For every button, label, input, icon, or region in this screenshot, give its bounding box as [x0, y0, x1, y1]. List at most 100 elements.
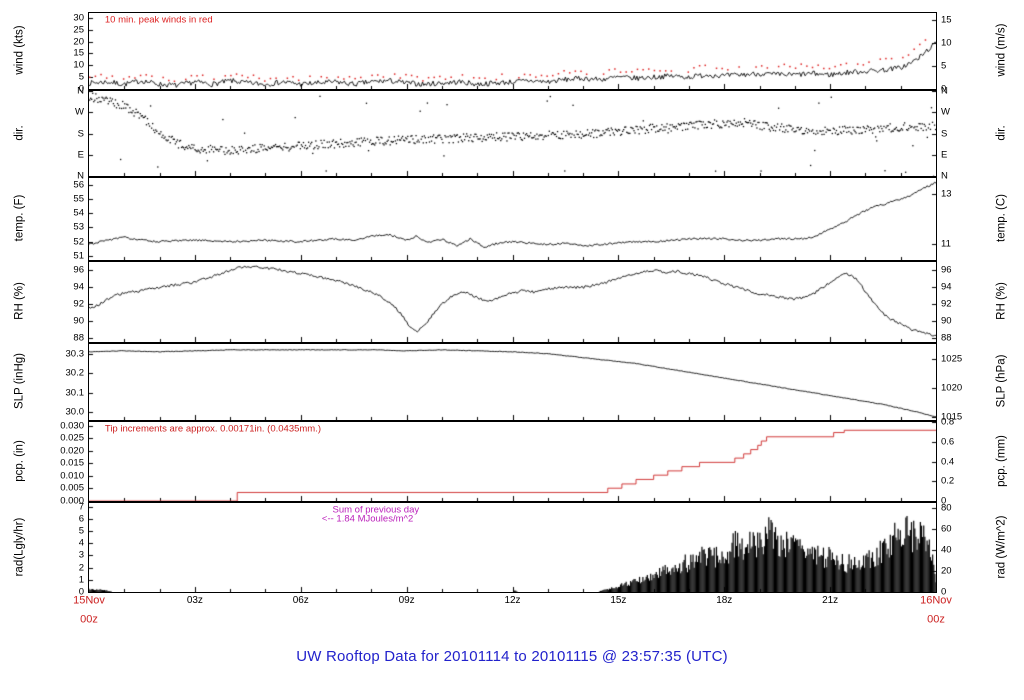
slp-right-tick-2: 1025	[941, 353, 963, 365]
panel-pcp	[88, 421, 937, 502]
x-end-time: 00z	[927, 613, 945, 626]
figure-title: UW Rooftop Data for 20101114 to 20101115…	[296, 648, 728, 665]
rad-right-tick-0: 0	[941, 586, 947, 598]
temp-right-tick-0: 11	[941, 238, 951, 250]
wind-left-tick-2: 10	[73, 59, 84, 71]
panel-rad	[88, 502, 937, 593]
pcp-left-tick-0: 0.000	[60, 495, 84, 507]
pcp-left-tick-3: 0.015	[60, 457, 84, 469]
pcp-right-tick-2: 0.4	[941, 455, 955, 467]
temp-left-tick-2: 53	[73, 221, 84, 233]
rad-right-axis-title: rad (W/m^2)	[995, 515, 1008, 578]
dir-right-axis-title: dir.	[995, 124, 1008, 141]
dir-left-tick-2: S	[77, 127, 84, 139]
temp-right-axis-title: temp. (C)	[995, 194, 1008, 242]
rad-left-tick-4: 4	[78, 537, 84, 549]
x-tick-09z: 09z	[398, 595, 415, 606]
pcp-left-axis-title: pcp. (in)	[13, 439, 26, 482]
rh-left-axis-title: RH (%)	[13, 282, 26, 320]
slp-right-tick-1: 1020	[941, 382, 963, 394]
pcp-left-tick-2: 0.010	[60, 470, 84, 482]
pcp-right-tick-4: 0.8	[941, 416, 955, 428]
rad-plot-canvas	[89, 503, 936, 592]
dir-left-tick-3: W	[75, 106, 84, 118]
rh-left-tick-1: 90	[73, 315, 84, 327]
slp-left-tick-0: 30.0	[65, 406, 85, 418]
slp-right-tick-0: 1015	[941, 411, 963, 423]
pcp-left-tick-5: 0.025	[60, 432, 84, 444]
wind-left-tick-5: 25	[73, 23, 84, 35]
dir-right-tick-2: S	[941, 127, 948, 139]
slp-left-tick-2: 30.2	[65, 367, 85, 379]
wind-left-tick-3: 15	[73, 47, 84, 59]
rh-left-tick-4: 96	[73, 264, 84, 276]
slp-right-axis-title: SLP (hPa)	[995, 354, 1008, 408]
rh-right-tick-0: 88	[941, 332, 952, 344]
wind-right-tick-2: 10	[941, 37, 952, 49]
temp-left-tick-1: 52	[73, 235, 84, 247]
rh-left-tick-3: 94	[73, 281, 84, 293]
dir-plot-canvas	[89, 91, 936, 176]
pcp-annotation-0: Tip increments are approx. 0.00171in. (0…	[104, 423, 322, 435]
rad-right-tick-4: 80	[941, 502, 952, 514]
rad-left-tick-2: 2	[78, 561, 84, 573]
rh-plot-canvas	[89, 262, 936, 342]
panel-dir	[88, 90, 937, 177]
rad-annotation-0: Sum of previous day	[332, 504, 420, 516]
temp-left-tick-0: 51	[73, 250, 84, 261]
wind-left-tick-1: 5	[78, 71, 84, 83]
wind-left-tick-4: 20	[73, 35, 84, 47]
x-tick-12z: 12z	[504, 595, 521, 606]
x-start-time: 00z	[80, 613, 98, 626]
x-tick-18z: 18z	[716, 595, 733, 606]
rad-left-tick-6: 6	[78, 513, 84, 525]
rad-left-tick-7: 7	[78, 500, 84, 512]
temp-right-tick-1: 13	[941, 187, 952, 199]
temp-left-tick-5: 56	[73, 179, 84, 191]
pcp-left-tick-4: 0.020	[60, 445, 84, 457]
panel-wind	[88, 12, 937, 90]
slp-left-tick-3: 30.3	[65, 347, 85, 359]
temp-plot-canvas	[89, 178, 936, 260]
x-end-date: 16Nov	[920, 594, 952, 607]
slp-left-axis-title: SLP (inHg)	[13, 352, 26, 410]
slp-left-tick-1: 30.1	[65, 386, 85, 398]
rad-left-axis-title: rad(Lgly/hr)	[13, 517, 26, 576]
rad-left-tick-1: 1	[78, 574, 84, 586]
dir-right-tick-4: N	[941, 85, 948, 97]
wind-right-tick-1: 5	[941, 60, 947, 72]
rh-right-tick-1: 90	[941, 315, 952, 327]
dir-right-tick-3: W	[941, 106, 950, 118]
x-tick-03z: 03z	[186, 595, 203, 606]
dir-left-axis-title: dir.	[13, 124, 26, 141]
wind-right-tick-0: 0	[941, 83, 947, 95]
rh-right-axis-title: RH (%)	[995, 282, 1008, 320]
wind-left-tick-0: 0	[78, 83, 84, 95]
dir-left-tick-1: E	[77, 149, 84, 160]
wind-plot-canvas	[89, 13, 936, 89]
pcp-right-tick-3: 0.6	[941, 436, 955, 447]
dir-right-tick-1: E	[941, 149, 948, 160]
pcp-left-tick-1: 0.005	[60, 482, 84, 494]
rh-left-tick-2: 92	[73, 298, 84, 310]
pcp-right-tick-1: 0.2	[941, 475, 955, 487]
wind-right-tick-3: 15	[941, 13, 952, 25]
pcp-right-tick-0: 0	[941, 495, 947, 507]
pcp-right-axis-title: pcp. (mm)	[995, 434, 1008, 487]
rh-right-tick-3: 94	[941, 281, 952, 293]
x-tick-06z: 06z	[292, 595, 309, 606]
rad-left-tick-0: 0	[78, 586, 84, 598]
temp-left-axis-title: temp. (F)	[13, 194, 26, 242]
rh-left-tick-0: 88	[73, 332, 84, 344]
x-tick-15z: 15z	[610, 595, 627, 606]
panel-rh	[88, 261, 937, 343]
panel-temp	[88, 177, 937, 261]
rh-right-tick-2: 92	[941, 298, 952, 310]
wind-right-axis-title: wind (m/s)	[995, 23, 1008, 77]
rh-right-tick-4: 96	[941, 264, 952, 276]
pcp-plot-canvas	[89, 422, 936, 501]
pcp-left-tick-6: 0.030	[60, 420, 84, 431]
dir-right-tick-0: N	[941, 170, 948, 182]
slp-plot-canvas	[89, 344, 936, 420]
rad-left-tick-5: 5	[78, 525, 84, 537]
